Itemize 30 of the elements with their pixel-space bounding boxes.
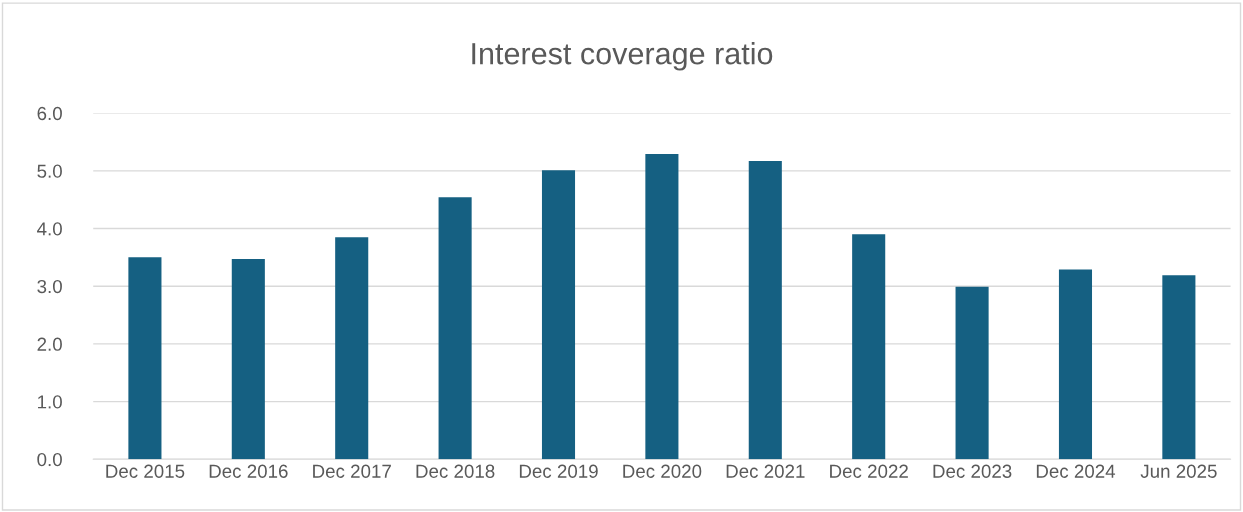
x-tick-label: Dec 2020	[623, 464, 702, 478]
bar	[541, 170, 576, 460]
x-tick-label: Dec 2016	[209, 464, 288, 478]
x-tick-label: Dec 2018	[416, 464, 495, 478]
y-tick-label: 0.0	[37, 452, 62, 467]
bar	[128, 257, 162, 460]
chart-title: Interest coverage ratio	[472, 42, 773, 71]
bar	[231, 259, 265, 460]
x-tick-label: Dec 2017	[313, 464, 391, 478]
x-tick-label: Dec 2022	[830, 464, 908, 478]
bar	[1058, 269, 1093, 460]
y-tick-label: 1.0	[38, 395, 62, 409]
y-tick-label: 5.0	[37, 164, 62, 178]
bar	[335, 237, 369, 460]
x-tick-label: Dec 2024	[1036, 464, 1116, 478]
y-tick-label: 2.0	[37, 337, 62, 351]
y-tick-label: 4.0	[37, 222, 62, 236]
x-tick-label: Dec 2023	[933, 464, 1012, 478]
x-tick-label: Dec 2021	[726, 464, 805, 478]
x-tick-label: Dec 2015	[106, 464, 185, 478]
y-tick-label: 6.0	[37, 106, 62, 121]
x-tick-label: Dec 2019	[519, 464, 598, 478]
bar	[748, 161, 782, 460]
bar	[645, 154, 679, 460]
bar	[852, 234, 886, 460]
bar	[1162, 275, 1196, 460]
bar	[955, 286, 989, 460]
x-tick-label: Jun 2025	[1140, 464, 1217, 478]
y-tick-label: 3.0	[37, 279, 62, 294]
bar	[438, 197, 472, 460]
